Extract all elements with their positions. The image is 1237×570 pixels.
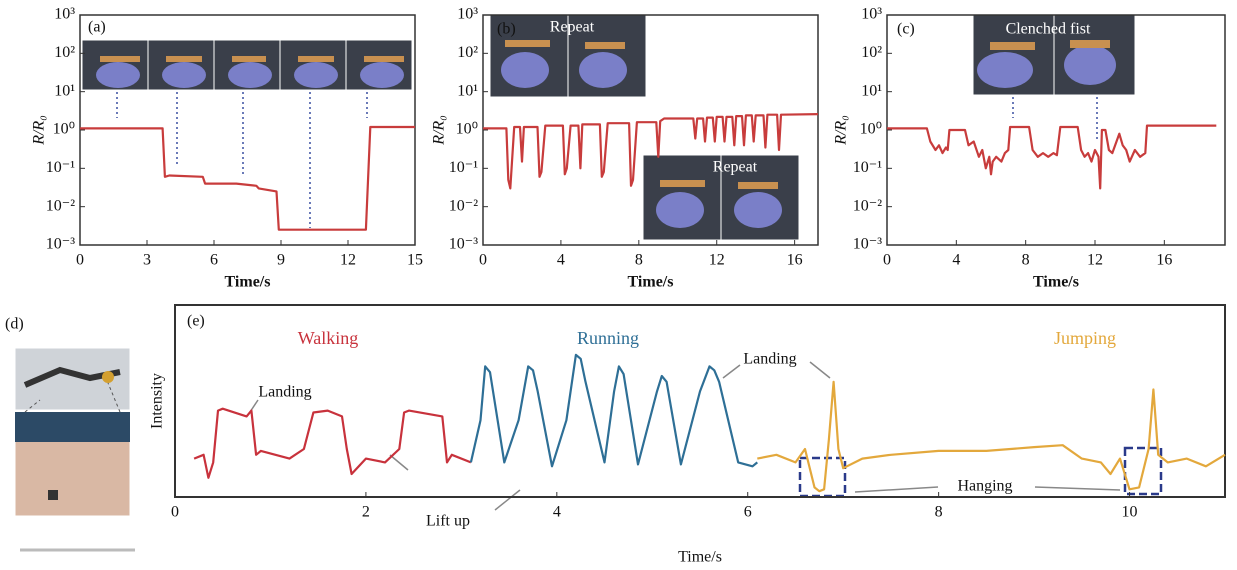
x-axis-label: Time/s bbox=[225, 274, 271, 291]
annotation: Repeat bbox=[550, 19, 595, 36]
series-line bbox=[757, 380, 1226, 493]
x-tick-label: 8 bbox=[635, 252, 643, 269]
legend-label: Running bbox=[577, 328, 639, 348]
x-tick-label: 8 bbox=[1022, 252, 1030, 269]
y-axis-label: R/R₀ bbox=[431, 115, 448, 146]
x-tick-label: 4 bbox=[557, 252, 565, 269]
x-tick-label: 16 bbox=[1156, 252, 1172, 269]
legend-label: Walking bbox=[298, 328, 359, 348]
y-tick-label: 10² bbox=[54, 44, 75, 61]
panel-label: (e) bbox=[187, 313, 205, 330]
data-line bbox=[887, 124, 1217, 190]
plot-frame bbox=[174, 304, 1226, 498]
y-tick-label: 10³ bbox=[457, 6, 478, 23]
y-tick-label: 10² bbox=[861, 44, 882, 61]
y-tick-label: 10⁻³ bbox=[449, 236, 478, 253]
y-tick-label: 10⁻¹ bbox=[853, 159, 882, 176]
y-tick-label: 10⁻² bbox=[449, 197, 478, 214]
y-tick-label: 10⁻¹ bbox=[449, 159, 478, 176]
x-axis-label: Time/s bbox=[1033, 274, 1079, 291]
x-axis-label: Time/s bbox=[628, 274, 674, 291]
legend-label: Jumping bbox=[1054, 328, 1116, 348]
annotation: Spread bbox=[333, 19, 377, 36]
panel-label: (d) bbox=[5, 316, 24, 333]
data-line bbox=[80, 125, 415, 231]
y-tick-label: 10⁻³ bbox=[853, 236, 882, 253]
annotation: Landing bbox=[743, 351, 796, 368]
x-tick-label: 12 bbox=[1087, 252, 1103, 269]
x-tick-label: 16 bbox=[787, 252, 803, 269]
photos-b bbox=[489, 14, 800, 241]
x-tick-label: 12 bbox=[340, 252, 356, 269]
panel-label: (a) bbox=[88, 19, 106, 36]
annotation: Repeat bbox=[713, 159, 758, 176]
x-tick-label: 4 bbox=[553, 504, 561, 521]
y-tick-label: 10³ bbox=[54, 6, 75, 23]
y-tick-label: 10¹ bbox=[54, 82, 75, 99]
data-line bbox=[483, 113, 819, 190]
y-tick-label: 10⁰ bbox=[53, 121, 75, 138]
panel-label: (c) bbox=[897, 21, 915, 38]
x-tick-label: 8 bbox=[935, 504, 943, 521]
y-tick-label: 10⁻¹ bbox=[46, 159, 75, 176]
x-tick-label: 6 bbox=[210, 252, 218, 269]
x-tick-label: 0 bbox=[171, 504, 179, 521]
x-tick-label: 6 bbox=[744, 504, 752, 521]
annotation: Lift up bbox=[426, 513, 470, 530]
y-tick-label: 10³ bbox=[861, 6, 882, 23]
hanging-boxes bbox=[798, 446, 1163, 498]
x-tick-label: 12 bbox=[709, 252, 725, 269]
x-tick-label: 10 bbox=[1122, 504, 1138, 521]
y-tick-label: 10⁰ bbox=[456, 121, 478, 138]
annotation: Clenched fist bbox=[1006, 21, 1091, 38]
x-tick-label: 15 bbox=[407, 252, 423, 269]
y-tick-label: 10¹ bbox=[861, 82, 882, 99]
annotation: Hanging bbox=[957, 478, 1012, 495]
x-tick-label: 4 bbox=[952, 252, 960, 269]
photos-d bbox=[14, 347, 135, 552]
x-tick-label: 9 bbox=[277, 252, 285, 269]
photos-c bbox=[972, 14, 1136, 140]
x-axis-label: Time/s bbox=[678, 549, 722, 566]
series-line bbox=[469, 353, 758, 468]
x-tick-label: 2 bbox=[362, 504, 370, 521]
y-tick-label: 10¹ bbox=[457, 82, 478, 99]
y-tick-label: 10⁻² bbox=[853, 197, 882, 214]
series-line bbox=[193, 407, 472, 479]
panel-label: (b) bbox=[497, 21, 516, 38]
x-tick-label: 0 bbox=[76, 252, 84, 269]
y-tick-label: 10⁻³ bbox=[46, 236, 75, 253]
y-axis-label: R/R₀ bbox=[31, 115, 48, 146]
photos-a bbox=[81, 39, 413, 228]
x-tick-label: 0 bbox=[479, 252, 487, 269]
y-tick-label: 10⁻² bbox=[46, 197, 75, 214]
y-tick-label: 10² bbox=[457, 44, 478, 61]
x-tick-label: 0 bbox=[883, 252, 891, 269]
y-tick-label: 10⁰ bbox=[860, 121, 882, 138]
y-axis-label: R/R₀ bbox=[833, 115, 850, 146]
x-tick-label: 3 bbox=[143, 252, 151, 269]
y-axis-label: Intensity bbox=[149, 373, 166, 429]
annotation: Landing bbox=[258, 384, 311, 401]
annotation: Bending bbox=[178, 19, 232, 36]
